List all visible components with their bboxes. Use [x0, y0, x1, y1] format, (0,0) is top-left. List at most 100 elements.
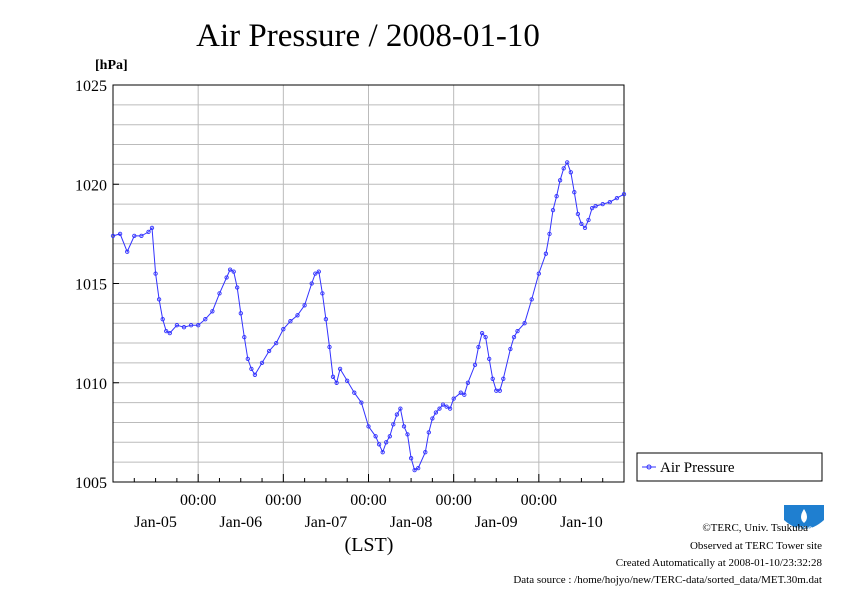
legend-marker-sample: [646, 464, 652, 470]
data-point: [416, 465, 421, 471]
data-point: [327, 344, 332, 350]
data-point: [462, 392, 467, 397]
data-point: [511, 334, 517, 340]
data-point: [153, 271, 158, 276]
data-point: [288, 319, 293, 324]
axis-ticks: 1005 1010 1015 1020 1025 00:00 00:00 00:00 00:00…: [75, 78, 604, 531]
data-point: [164, 328, 169, 334]
data-point: [451, 396, 456, 401]
credit-data-source: Data source : /home/hojyo/new/TERC-data/…: [513, 574, 822, 586]
data-point: [408, 456, 414, 461]
data-point: [245, 356, 250, 362]
data-point: [387, 434, 392, 439]
data-point: [589, 205, 595, 211]
data-point: [586, 217, 591, 223]
data-point: [146, 229, 151, 235]
data-point: [572, 190, 577, 195]
data-point: [579, 221, 584, 227]
data-point: [334, 380, 339, 385]
data-point: [373, 434, 378, 439]
data-point: [508, 346, 513, 352]
data-point: [614, 195, 620, 201]
data-point: [227, 267, 233, 272]
x-time-label: 00:00: [435, 492, 471, 509]
data-point: [529, 297, 534, 302]
legend: Air Pressure: [636, 452, 823, 482]
y-tick-label: 1005: [75, 475, 107, 492]
data-point: [501, 376, 506, 381]
data-point: [117, 231, 123, 237]
data-point: [320, 291, 325, 296]
terc-logo-text: TERC: [796, 527, 813, 533]
x-date-label: Jan-10: [560, 514, 603, 531]
credit-observed: Observed at TERC Tower site: [690, 540, 822, 552]
data-point: [423, 450, 428, 455]
data-point: [231, 269, 236, 274]
data-point: [376, 442, 382, 447]
data-point: [543, 251, 549, 256]
data-point: [224, 275, 229, 280]
data-point: [412, 467, 417, 473]
data-point: [515, 328, 520, 334]
y-tick-label: 1020: [75, 177, 107, 194]
data-point: [394, 412, 400, 417]
data-point: [345, 378, 350, 383]
data-point: [487, 356, 492, 362]
data-point: [181, 325, 187, 330]
y-axis-unit: [hPa]: [95, 58, 128, 73]
data-point: [139, 233, 144, 239]
credit-created: Created Automatically at 2008-01-10/23:3…: [616, 557, 823, 569]
x-date-label: Jan-09: [475, 514, 518, 531]
data-point: [281, 327, 286, 332]
y-tick-label: 1015: [75, 277, 107, 294]
y-tick-label: 1010: [75, 376, 107, 393]
data-point: [366, 424, 371, 429]
data-point: [359, 400, 364, 405]
data-point: [440, 402, 446, 407]
chart-title: Air Pressure / 2008-01-10: [196, 18, 540, 54]
data-point: [621, 192, 627, 197]
legend-label: Air Pressure: [660, 460, 735, 476]
x-date-label: Jan-06: [219, 514, 262, 531]
data-point: [476, 344, 481, 350]
data-point: [444, 404, 449, 409]
credit-copyright: ©TERC, Univ. Tsukuba: [702, 522, 808, 534]
data-point: [330, 374, 336, 379]
data-point: [458, 390, 463, 395]
data-point: [568, 170, 573, 175]
data-point: [522, 321, 527, 326]
series-air-pressure: [110, 160, 627, 473]
data-point: [160, 317, 165, 322]
data-point: [554, 194, 559, 199]
data-point: [490, 376, 495, 381]
data-point: [167, 330, 172, 336]
data-point: [238, 311, 243, 316]
data-point: [249, 366, 254, 372]
data-point: [295, 313, 300, 318]
x-time-label: 00:00: [350, 492, 386, 509]
data-point: [259, 360, 265, 366]
data-point: [536, 271, 541, 276]
data-point: [479, 330, 485, 336]
data-point: [497, 388, 502, 393]
terc-logo-drop: [801, 509, 807, 523]
data-point: [607, 199, 612, 205]
data-point: [203, 317, 208, 322]
data-point: [210, 309, 215, 314]
x-time-label: 00:00: [265, 492, 301, 509]
data-point: [593, 203, 598, 209]
data-point: [430, 416, 435, 421]
data-point: [426, 430, 431, 435]
data-point: [309, 281, 314, 286]
data-point: [437, 406, 442, 411]
data-point: [405, 432, 410, 437]
terc-logo: TERC: [784, 505, 824, 533]
data-point: [110, 233, 116, 239]
x-axis-label: (LST): [345, 534, 394, 556]
data-point: [235, 285, 240, 290]
data-point: [547, 231, 552, 237]
data-point: [582, 225, 588, 231]
grid-lines: [113, 85, 624, 482]
data-point: [337, 366, 343, 372]
